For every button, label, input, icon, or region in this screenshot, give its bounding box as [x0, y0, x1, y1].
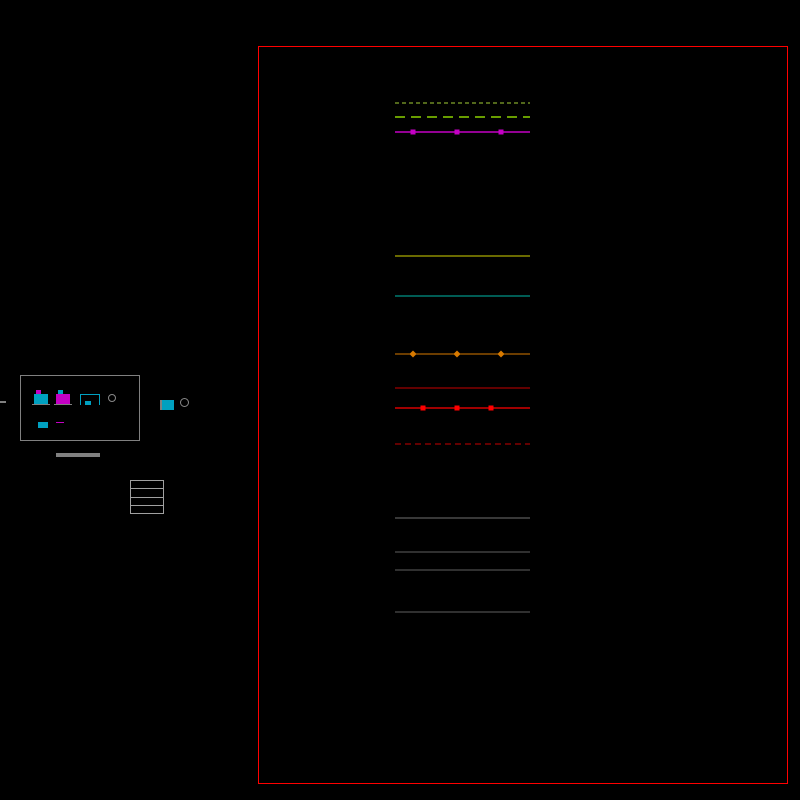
mini-table: [130, 480, 164, 514]
drawing-frame: [258, 46, 788, 784]
legend-line-ln11: [395, 548, 530, 556]
cad-canvas: [0, 0, 800, 800]
legend-line-ln1: [395, 99, 530, 107]
symbol-sym-h: [180, 398, 189, 407]
legend-line-ln10: [395, 514, 530, 522]
axis-tick-left: [0, 401, 6, 403]
mini-table-row: [131, 488, 163, 496]
symbol-sym-f: [56, 422, 64, 423]
mini-table-row: [131, 497, 163, 505]
legend-line-ln3: [395, 128, 530, 136]
legend-line-ln7: [395, 384, 530, 392]
legend-line-ln9: [395, 440, 530, 448]
component-panel: [20, 375, 140, 441]
legend-line-ln6: [395, 350, 530, 358]
symbol-sym-g: [160, 400, 174, 410]
legend-line-ln12: [395, 566, 530, 574]
mini-table-row: [131, 505, 163, 513]
mini-table-row: [131, 481, 163, 488]
legend-line-ln4: [395, 252, 530, 260]
symbol-sym-c: [80, 394, 100, 405]
panel-caption-bar: [56, 453, 100, 457]
symbol-sym-a: [34, 394, 48, 404]
legend-line-ln8: [395, 404, 530, 412]
legend-line-ln13: [395, 608, 530, 616]
symbol-sym-b: [56, 394, 70, 404]
symbol-sym-d: [108, 394, 116, 402]
legend-line-ln2: [395, 113, 530, 121]
legend-line-ln5: [395, 292, 530, 300]
symbol-sym-e: [38, 422, 48, 428]
